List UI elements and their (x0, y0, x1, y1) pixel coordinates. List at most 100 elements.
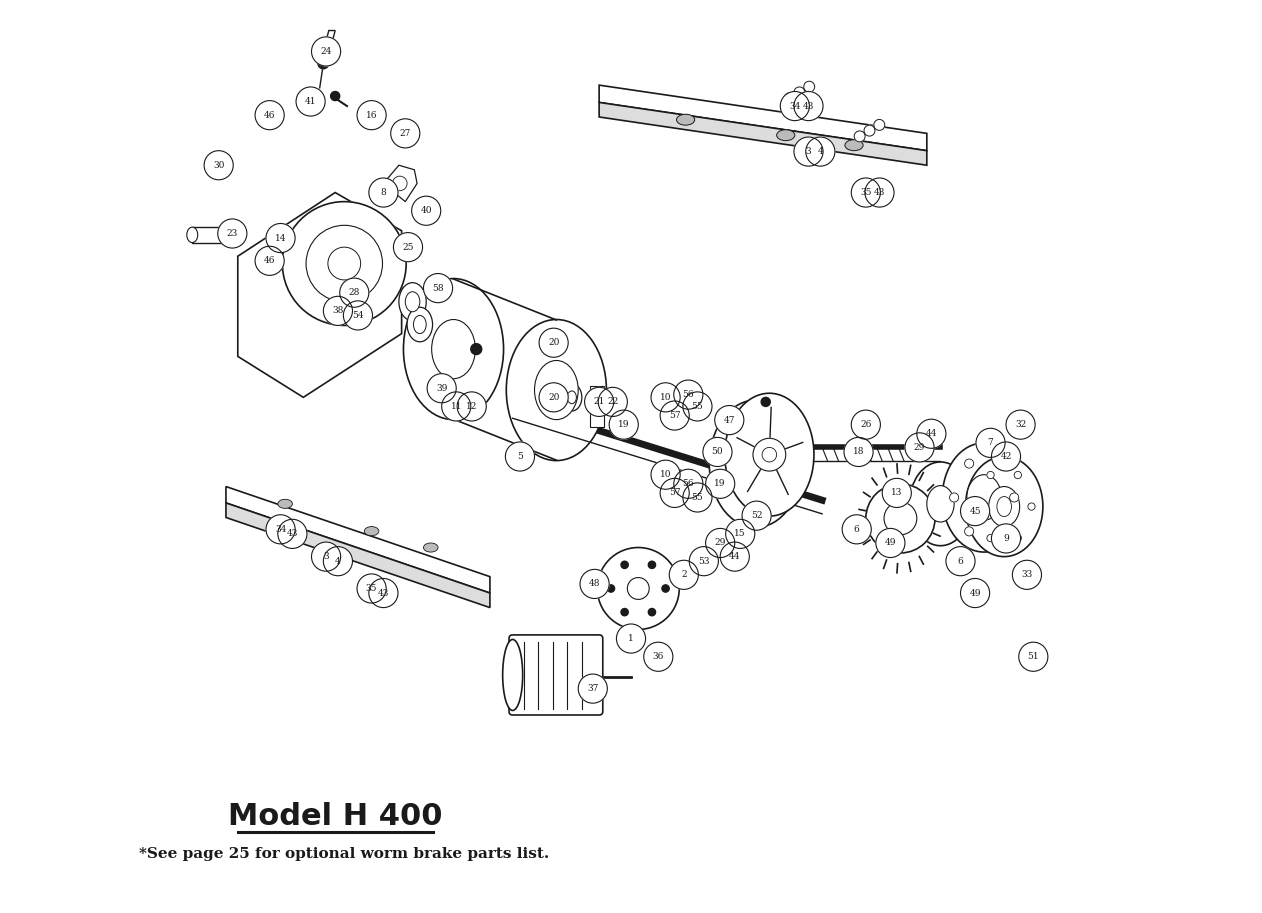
Text: 26: 26 (861, 420, 872, 429)
Text: 49: 49 (885, 539, 896, 548)
Circle shape (649, 561, 655, 569)
Circle shape (644, 642, 673, 671)
Circle shape (714, 405, 743, 435)
Circle shape (721, 542, 750, 572)
Circle shape (218, 219, 247, 248)
Circle shape (621, 561, 628, 569)
Text: 35: 35 (366, 584, 377, 593)
Circle shape (864, 125, 875, 136)
Circle shape (318, 58, 329, 68)
Ellipse shape (967, 475, 1002, 520)
FancyBboxPatch shape (591, 385, 603, 400)
Text: 58: 58 (432, 284, 444, 292)
Circle shape (255, 100, 284, 130)
Text: 43: 43 (286, 530, 298, 539)
Circle shape (794, 137, 823, 166)
Circle shape (994, 527, 1003, 536)
Ellipse shape (676, 385, 688, 400)
Circle shape (598, 387, 627, 416)
Circle shape (842, 515, 871, 544)
Circle shape (427, 373, 457, 403)
Circle shape (649, 608, 655, 615)
Ellipse shape (424, 543, 438, 552)
Text: 34: 34 (789, 101, 800, 110)
Text: 19: 19 (618, 420, 630, 429)
Ellipse shape (405, 292, 420, 311)
Ellipse shape (687, 383, 699, 399)
Text: 10: 10 (660, 393, 671, 402)
Ellipse shape (414, 315, 427, 333)
Circle shape (621, 608, 628, 615)
Circle shape (1015, 471, 1021, 478)
Ellipse shape (997, 497, 1011, 517)
Circle shape (391, 119, 420, 148)
Circle shape (1018, 642, 1047, 671)
Ellipse shape (910, 462, 972, 546)
Circle shape (278, 519, 307, 549)
Ellipse shape (687, 477, 699, 494)
Circle shape (584, 387, 613, 416)
Text: 55: 55 (692, 402, 703, 411)
Ellipse shape (724, 394, 814, 516)
Polygon shape (237, 193, 401, 397)
Circle shape (964, 459, 974, 468)
Text: 6: 6 (854, 525, 859, 534)
Circle shape (312, 542, 341, 572)
Text: 46: 46 (264, 257, 275, 266)
Circle shape (873, 120, 885, 131)
Circle shape (905, 433, 934, 462)
Circle shape (976, 428, 1005, 457)
Ellipse shape (926, 486, 954, 522)
Circle shape (960, 497, 989, 526)
Polygon shape (226, 503, 490, 607)
Circle shape (674, 380, 703, 409)
Polygon shape (599, 102, 926, 165)
Circle shape (597, 548, 679, 629)
Circle shape (753, 438, 786, 471)
Circle shape (331, 91, 339, 100)
FancyBboxPatch shape (509, 635, 603, 715)
Circle shape (266, 224, 295, 253)
Text: 36: 36 (652, 652, 664, 661)
Text: 2: 2 (681, 571, 687, 580)
Circle shape (987, 534, 994, 541)
Ellipse shape (776, 130, 795, 141)
Circle shape (882, 478, 911, 508)
Ellipse shape (943, 443, 1026, 552)
Circle shape (1012, 561, 1041, 590)
Circle shape (660, 401, 689, 430)
Circle shape (323, 547, 352, 576)
Text: 37: 37 (587, 684, 598, 693)
Text: 34: 34 (275, 525, 286, 534)
Text: 53: 53 (698, 557, 709, 566)
Text: 20: 20 (548, 393, 559, 402)
Ellipse shape (676, 114, 694, 125)
Text: 35: 35 (861, 188, 872, 197)
Circle shape (307, 226, 382, 302)
Text: 23: 23 (227, 229, 239, 238)
Circle shape (762, 447, 776, 462)
Circle shape (854, 131, 866, 142)
Text: 29: 29 (914, 443, 925, 452)
Circle shape (663, 585, 669, 593)
Circle shape (394, 233, 423, 262)
Circle shape (539, 383, 568, 412)
Text: 14: 14 (275, 234, 286, 243)
Circle shape (784, 93, 795, 103)
Text: 51: 51 (1027, 652, 1039, 661)
Circle shape (1027, 503, 1035, 510)
Ellipse shape (506, 320, 607, 460)
Ellipse shape (965, 456, 1042, 557)
Text: 33: 33 (1021, 571, 1032, 580)
Text: 43: 43 (377, 589, 389, 597)
Circle shape (339, 278, 369, 307)
Text: 57: 57 (669, 411, 680, 420)
Circle shape (283, 202, 406, 325)
Text: 19: 19 (714, 479, 726, 488)
Circle shape (987, 471, 994, 478)
Text: 52: 52 (751, 511, 762, 520)
Circle shape (992, 524, 1021, 553)
Text: 50: 50 (712, 447, 723, 456)
Circle shape (705, 469, 734, 498)
Ellipse shape (675, 383, 688, 399)
